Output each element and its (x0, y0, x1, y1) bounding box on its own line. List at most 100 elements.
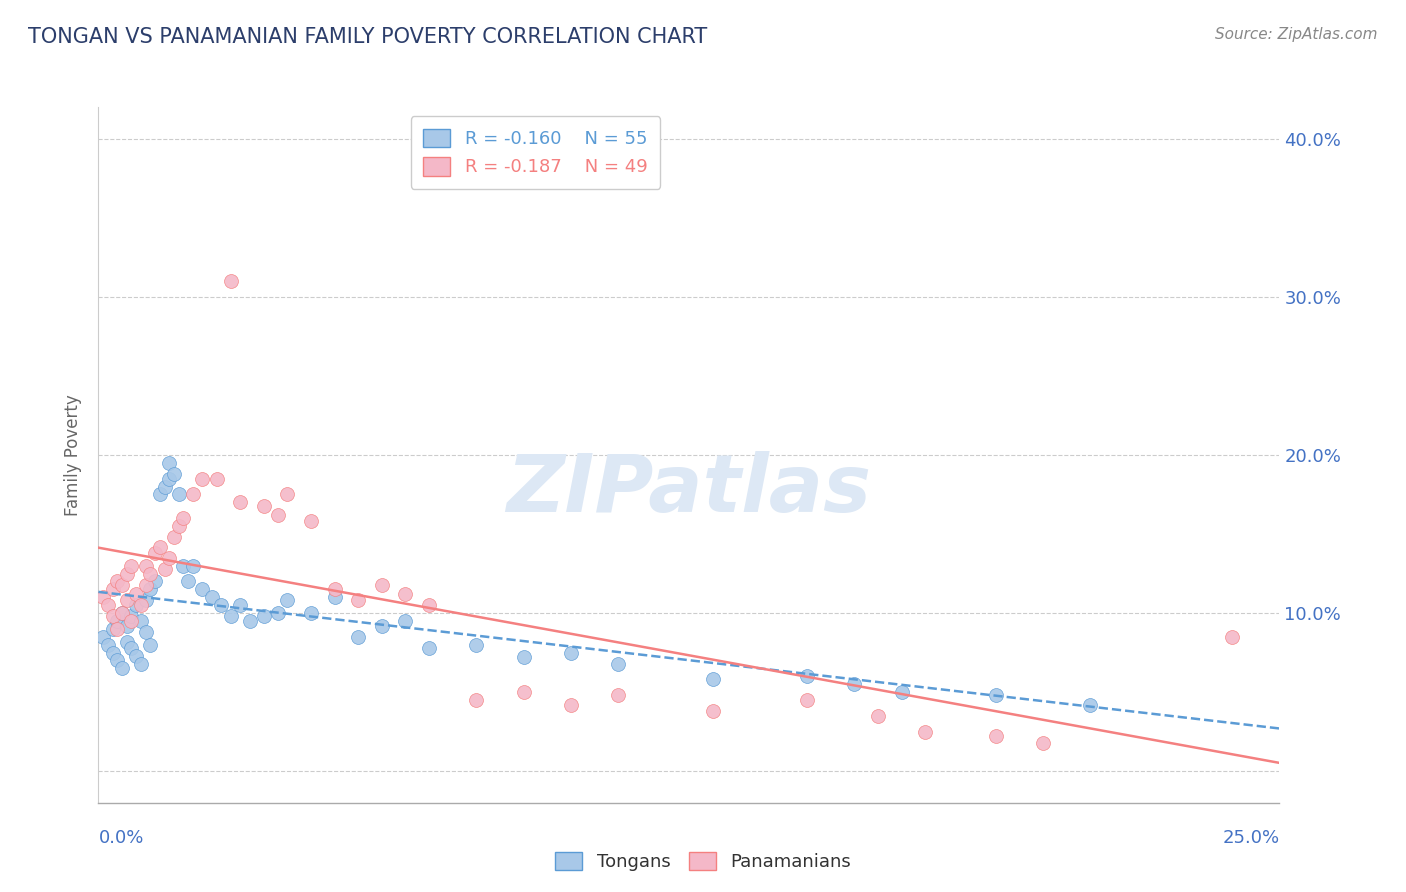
Point (172, 511, 194, 525)
Point (394, 587, 416, 601)
Point (121, 614, 143, 628)
Point (796, 693, 818, 707)
Point (1032, 736, 1054, 750)
Point (418, 598, 440, 612)
Point (267, 508, 290, 522)
Point (157, 456, 180, 470)
Point (560, 646, 582, 660)
Point (702, 673, 724, 687)
Point (229, 495, 252, 509)
Point (135, 577, 157, 591)
Point (135, 558, 157, 573)
Point (181, 487, 204, 501)
Point (1080, 698, 1102, 712)
Point (181, 558, 204, 573)
Point (149, 487, 172, 501)
Point (121, 609, 143, 624)
Point (465, 693, 488, 707)
Point (347, 593, 370, 607)
Point (276, 593, 298, 607)
Point (129, 657, 152, 671)
Point (177, 574, 200, 589)
Point (121, 558, 143, 573)
Point (115, 618, 138, 632)
Point (115, 634, 138, 648)
Text: ZIPatlas: ZIPatlas (506, 450, 872, 529)
Point (105, 574, 128, 589)
Point (157, 472, 180, 486)
Point (512, 650, 534, 665)
Point (205, 472, 228, 486)
Point (984, 730, 1007, 744)
Point (143, 546, 166, 560)
Point (135, 625, 157, 640)
Point (267, 606, 290, 620)
Point (101, 646, 124, 660)
Point (229, 598, 252, 612)
Point (153, 479, 176, 493)
Point (115, 593, 138, 607)
Legend: R = -0.160    N = 55, R = -0.187    N = 49: R = -0.160 N = 55, R = -0.187 N = 49 (411, 116, 661, 189)
Point (219, 609, 242, 624)
Point (465, 638, 488, 652)
Point (105, 653, 128, 667)
Text: TONGAN VS PANAMANIAN FAMILY POVERTY CORRELATION CHART: TONGAN VS PANAMANIAN FAMILY POVERTY CORR… (28, 27, 707, 46)
Point (163, 467, 186, 481)
Point (139, 566, 162, 581)
Point (167, 487, 190, 501)
Point (253, 609, 276, 624)
Point (97, 598, 120, 612)
Point (101, 622, 124, 636)
Text: 0.0%: 0.0% (98, 829, 143, 847)
Point (371, 577, 394, 591)
Point (129, 614, 152, 628)
Point (371, 618, 394, 632)
Text: Source: ZipAtlas.com: Source: ZipAtlas.com (1215, 27, 1378, 42)
Point (323, 582, 346, 597)
Point (607, 657, 630, 671)
Point (111, 606, 134, 620)
Point (796, 669, 818, 683)
Point (702, 704, 724, 718)
Point (866, 708, 889, 723)
Point (111, 606, 134, 620)
Point (209, 598, 232, 612)
Point (115, 566, 138, 581)
Point (163, 530, 186, 544)
Point (153, 562, 176, 576)
Point (560, 698, 582, 712)
Point (984, 688, 1007, 702)
Point (299, 606, 322, 620)
Point (219, 274, 242, 288)
Point (347, 630, 370, 644)
Point (125, 587, 148, 601)
Point (101, 609, 124, 624)
Point (191, 472, 214, 486)
Point (91, 591, 114, 605)
Point (890, 685, 912, 699)
Point (135, 593, 157, 607)
Point (139, 582, 162, 597)
Point (172, 558, 194, 573)
Point (139, 638, 162, 652)
Point (1220, 630, 1243, 644)
Point (125, 648, 148, 663)
Point (394, 614, 416, 628)
Point (111, 661, 134, 675)
Point (239, 614, 262, 628)
Point (323, 591, 346, 605)
Point (276, 487, 298, 501)
Point (299, 514, 322, 528)
Point (105, 614, 128, 628)
Point (167, 519, 190, 533)
Point (191, 582, 214, 597)
Point (97, 638, 120, 652)
Point (157, 550, 180, 565)
Point (607, 688, 630, 702)
Point (253, 499, 276, 513)
Point (121, 640, 143, 655)
Point (143, 574, 166, 589)
Point (125, 598, 148, 612)
Point (201, 591, 224, 605)
Point (914, 724, 936, 739)
